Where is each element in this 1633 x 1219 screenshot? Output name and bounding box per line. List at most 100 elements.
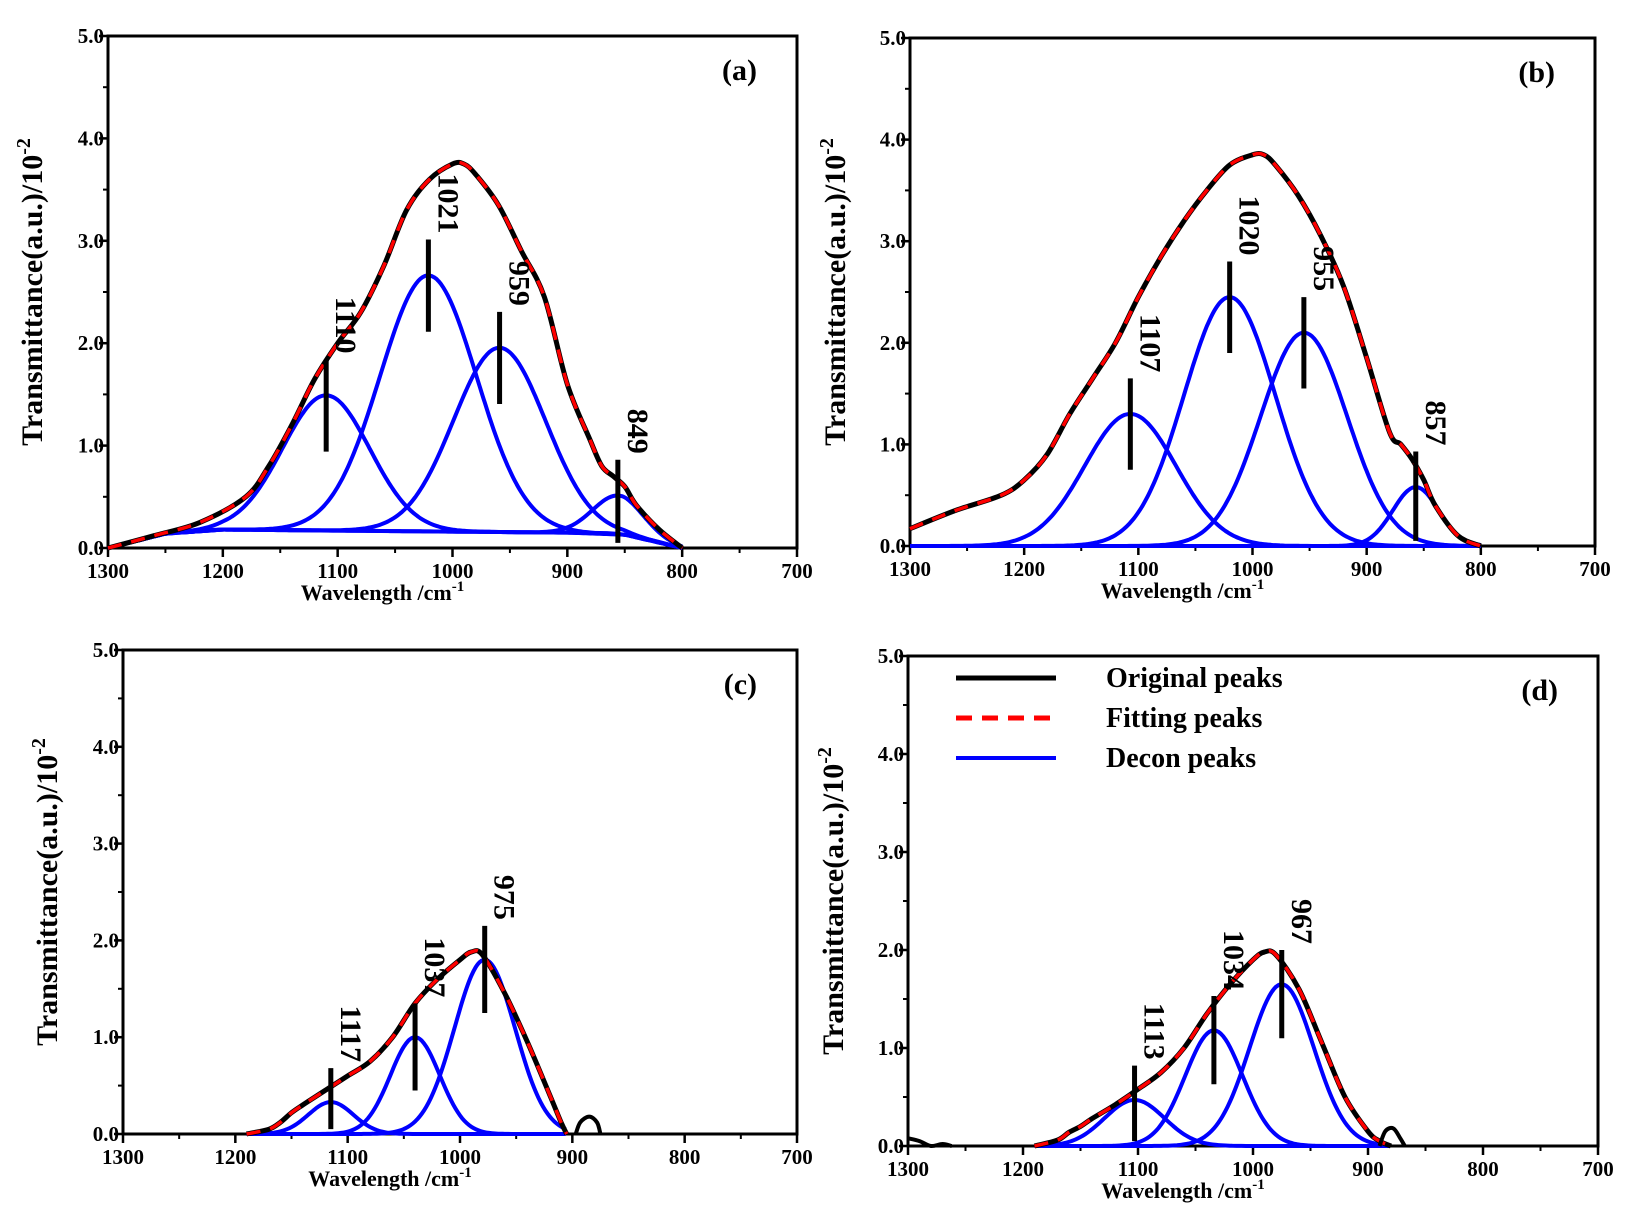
fitting-curve: [107, 160, 684, 550]
decon-peak-curve: [1034, 982, 1389, 1148]
x-tick-label: 800: [666, 559, 698, 583]
y-tick-label: 0.0: [78, 536, 104, 560]
y-tick-label: 4.0: [878, 742, 904, 766]
y-tick-label: 5.0: [93, 638, 119, 662]
x-tick-label: 1100: [1118, 557, 1159, 581]
x-axis-title: Wavelength /cm-1: [1101, 577, 1264, 603]
y-tick-label: 3.0: [78, 229, 104, 253]
x-tick-label: 800: [1465, 557, 1497, 581]
peak-label: 959: [503, 261, 536, 306]
decon-peak-curve: [910, 411, 1481, 548]
x-tick-label: 900: [1352, 1157, 1384, 1181]
plot-frame: [908, 36, 1597, 548]
original-artifact-curve: [907, 1136, 953, 1149]
panel-label: (d): [1521, 674, 1558, 707]
x-tick-label: 1000: [439, 1145, 481, 1169]
original-curve: [909, 151, 1482, 549]
x-tick-label: 900: [557, 1145, 589, 1169]
x-axis-title: Wavelength /cm-1: [301, 579, 464, 605]
peak-label: 955: [1307, 246, 1340, 291]
x-tick-label: 1300: [887, 1157, 929, 1181]
decon-peak-curve: [107, 493, 683, 550]
x-tick-label: 1000: [432, 559, 474, 583]
decon-peak-curve: [246, 1035, 566, 1136]
y-axis-title: Transmittance(a.u.)/10-2: [814, 747, 850, 1055]
y-tick-label: 1.0: [880, 432, 906, 456]
y-tick-label: 2.0: [880, 331, 906, 355]
x-tick-label: 700: [1579, 557, 1611, 581]
legend-label-decon: Decon peaks: [1106, 743, 1256, 774]
y-axis-title: Transmittance(a.u.)/10-2: [816, 138, 852, 446]
y-tick-label: 0.0: [878, 1134, 904, 1158]
x-tick-label: 900: [1351, 557, 1383, 581]
original-artifact-curve: [573, 1114, 603, 1135]
x-tick-label: 1100: [317, 559, 358, 583]
legend: Original peaks Fitting peaks Decon peaks: [956, 663, 1283, 774]
y-tick-label: 0.0: [880, 534, 906, 558]
legend-label-fitting: Fitting peaks: [1106, 703, 1262, 734]
x-tick-label: 1200: [202, 559, 244, 583]
y-tick-label: 1.0: [878, 1036, 904, 1060]
peak-label: 975: [488, 875, 521, 920]
y-tick-label: 2.0: [878, 938, 904, 962]
y-axis-title: Transmittance(a.u.)/10-2: [13, 138, 49, 446]
y-tick-label: 1.0: [78, 434, 104, 458]
x-axis-title-sup: -1: [452, 579, 465, 595]
y-tick-label: 0.0: [93, 1122, 119, 1146]
y-tick-label: 4.0: [78, 126, 104, 150]
x-tick-label: 1200: [214, 1145, 256, 1169]
fitting-curve: [246, 948, 569, 1136]
decon-peak-curve: [910, 485, 1482, 548]
x-tick-label: 900: [552, 559, 584, 583]
peak-label: 1021: [431, 174, 464, 234]
y-tick-label: 5.0: [880, 26, 906, 50]
y-tick-label: 2.0: [78, 331, 104, 355]
y-axis-title-sup: -2: [13, 138, 35, 155]
y-tick-label: 3.0: [93, 832, 119, 856]
baseline-curve: [107, 527, 683, 550]
chart-panel-b: 1300 1200 1100 1000 900 800 700 0.0 1.0 2.0 3.0 4.0…: [816, 26, 1611, 603]
x-axis-title-sup: -1: [459, 1165, 472, 1181]
x-tick-label: 800: [669, 1145, 701, 1169]
panel-label: (a): [722, 54, 757, 87]
y-tick-label: 3.0: [878, 840, 904, 864]
y-axis-title-sup: -2: [814, 747, 836, 764]
y-axis-title: Transmittance(a.u.)/10-2: [28, 738, 64, 1046]
x-tick-label: 1300: [889, 557, 931, 581]
x-axis-title-sup: -1: [1252, 1177, 1265, 1193]
plot-frame: [106, 34, 799, 550]
peak-label: 1020: [1233, 196, 1266, 256]
original-artifact-curve: [1377, 1125, 1407, 1148]
peak-label: 1037: [418, 937, 451, 997]
y-tick-label: 5.0: [78, 24, 104, 48]
chart-panel-c: 1300 1200 1100 1000 900 800 700 0.0 1.0 2.0 3.0 4.0…: [28, 638, 813, 1191]
peak-label: 967: [1285, 899, 1318, 944]
peak-label: 1117: [334, 1005, 367, 1062]
panel-label: (b): [1518, 56, 1555, 89]
y-tick-label: 1.0: [93, 1025, 119, 1049]
y-tick-label: 4.0: [880, 128, 906, 152]
x-axis-title: Wavelength /cm-1: [308, 1165, 471, 1191]
legend-label-original: Original peaks: [1106, 663, 1283, 694]
y-tick-label: 2.0: [93, 928, 119, 952]
x-tick-label: 700: [781, 559, 813, 583]
x-axis-title: Wavelength /cm-1: [1101, 1177, 1264, 1203]
x-tick-label: 700: [1582, 1157, 1614, 1181]
decon-peak-curve: [246, 957, 567, 1136]
decon-peak-curve: [107, 345, 683, 550]
peak-label: 1034: [1217, 930, 1250, 990]
peak-label: 857: [1419, 401, 1452, 446]
x-tick-label: 1200: [1003, 557, 1045, 581]
x-tick-label: 1000: [1232, 1157, 1274, 1181]
fitting-curve: [909, 151, 1482, 548]
chart-panel-a: 1300 1200 1100 1000 900 800 700 0.0 1.0 2.0 3.0 4.0…: [13, 24, 813, 605]
x-tick-label: 1200: [1002, 1157, 1044, 1181]
x-tick-label: 700: [781, 1145, 813, 1169]
y-tick-label: 4.0: [93, 735, 119, 759]
peak-label: 1107: [1133, 314, 1166, 372]
x-axis-title-sup: -1: [1252, 577, 1265, 593]
peak-label: 849: [621, 409, 654, 454]
y-tick-label: 5.0: [878, 644, 904, 668]
plot-frame: [121, 648, 799, 1136]
